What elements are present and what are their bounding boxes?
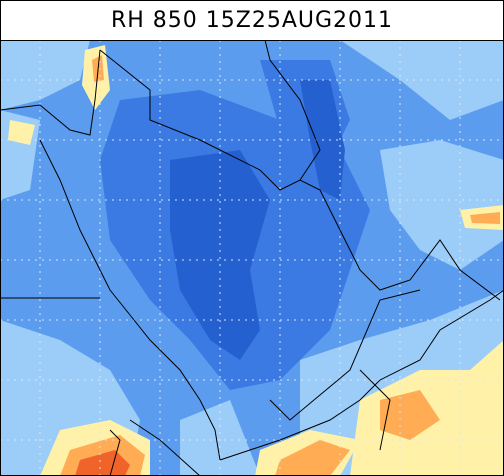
map (0, 40, 504, 476)
title-box: RH 850 15Z25AUG2011 (0, 0, 504, 41)
coastlines (0, 40, 504, 476)
lat-lon-grid (0, 40, 504, 476)
red-field (75, 450, 130, 476)
map-title: RH 850 15Z25AUG2011 (110, 8, 394, 33)
